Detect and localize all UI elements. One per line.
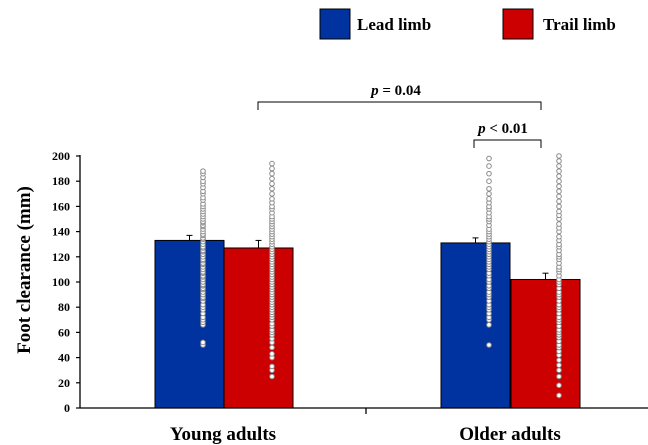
bracket-line-older (473, 139, 542, 148)
data-point (269, 344, 275, 351)
data-point (556, 188, 562, 195)
individual-points-group (200, 153, 562, 399)
data-point (269, 363, 275, 370)
significance-bracket-older-limbs: p < 0.01 (473, 121, 542, 148)
bar (510, 278, 581, 409)
data-point (556, 153, 562, 159)
data-point (556, 198, 562, 205)
data-point (486, 185, 492, 192)
data-point (556, 392, 562, 399)
data-point (200, 168, 206, 174)
data-point (486, 178, 492, 184)
legend-label-trail-limb: Trail limb (543, 15, 616, 34)
y-tick-label: 180 (52, 174, 70, 188)
y-tick-label: 100 (52, 275, 70, 289)
data-point (269, 180, 275, 187)
y-tick-label: 140 (52, 225, 70, 239)
bracket-line-groups (257, 101, 542, 110)
data-point (556, 221, 562, 227)
data-point (556, 233, 562, 240)
bar (440, 242, 511, 409)
bar (223, 247, 294, 409)
y-tick-label: 120 (52, 250, 70, 264)
data-point (556, 183, 562, 190)
data-point (556, 357, 562, 363)
y-tick-label: 20 (58, 376, 70, 390)
data-point (556, 203, 562, 210)
data-point (486, 322, 492, 328)
data-point (556, 168, 562, 174)
data-point (556, 178, 562, 184)
legend-swatch-trail-limb (502, 8, 534, 40)
data-point (269, 160, 275, 167)
data-point (486, 196, 492, 202)
significance-bracket-between-groups: p = 0.04 (257, 83, 542, 110)
data-point (486, 191, 492, 197)
y-axis-ticks: 0 20 40 60 80 100 120 140 160 180 200 (52, 149, 80, 415)
p-symbol-groups: p (369, 83, 379, 99)
data-point (269, 165, 275, 172)
data-point (269, 373, 275, 380)
data-point (200, 339, 206, 346)
data-point (556, 173, 562, 179)
category-label-older-adults: Older adults (459, 424, 561, 445)
y-tick-label: 60 (58, 325, 70, 339)
data-point (556, 362, 562, 368)
data-point (269, 175, 275, 182)
bars-group (154, 239, 581, 409)
error-bars-group (186, 234, 549, 280)
bar (154, 239, 225, 409)
significance-label-older: p < 0.01 (476, 121, 528, 137)
data-point (556, 367, 562, 374)
legend-label-lead-limb: Lead limb (357, 15, 431, 34)
data-point (269, 170, 275, 177)
p-value-groups: = 0.04 (379, 83, 422, 99)
significance-label-groups: p = 0.04 (369, 83, 421, 99)
p-symbol-older: p (476, 121, 486, 137)
data-point (486, 155, 492, 162)
legend-swatch-lead-limb (319, 8, 351, 40)
y-tick-label: 200 (52, 149, 70, 163)
y-axis-title: Foot clearance (mm) (14, 186, 35, 354)
data-point (556, 373, 562, 380)
data-point (269, 185, 275, 192)
data-point (556, 163, 562, 169)
data-point (556, 158, 562, 164)
data-point (269, 196, 275, 202)
legend: Lead limb Trail limb (319, 8, 616, 40)
data-point (269, 351, 275, 357)
y-tick-label: 40 (58, 351, 70, 365)
data-point (556, 382, 562, 389)
y-tick-label: 0 (64, 401, 70, 415)
p-value-older: < 0.01 (486, 121, 528, 137)
data-point (556, 208, 562, 215)
category-label-young-adults: Young adults (170, 424, 276, 445)
data-point (269, 191, 275, 197)
data-point (486, 170, 492, 177)
data-point (486, 163, 492, 169)
data-point (486, 342, 492, 348)
data-point (556, 193, 562, 200)
y-tick-label: 80 (58, 300, 70, 314)
y-tick-label: 160 (52, 199, 70, 213)
